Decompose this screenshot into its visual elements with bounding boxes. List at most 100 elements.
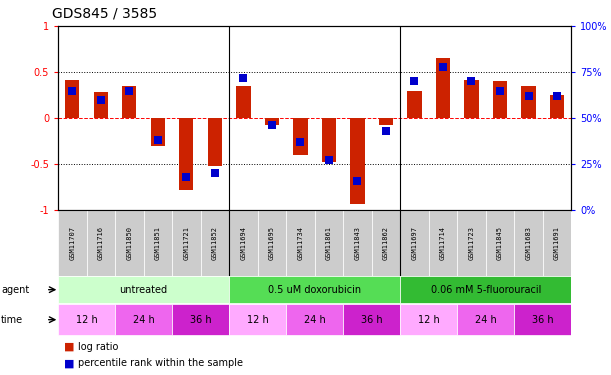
Point bbox=[524, 93, 533, 99]
Bar bbox=[172, 210, 200, 276]
Point bbox=[153, 137, 163, 143]
Text: ■: ■ bbox=[64, 358, 75, 368]
Text: 12 h: 12 h bbox=[418, 315, 439, 325]
Text: 0.5 uM doxorubicin: 0.5 uM doxorubicin bbox=[268, 285, 361, 295]
Bar bbox=[493, 81, 507, 118]
Text: GSM11850: GSM11850 bbox=[126, 226, 133, 260]
Bar bbox=[265, 118, 279, 124]
Bar bbox=[258, 210, 286, 276]
Text: GSM11851: GSM11851 bbox=[155, 226, 161, 260]
Bar bbox=[371, 210, 400, 276]
Bar bbox=[457, 210, 486, 276]
Bar bbox=[400, 276, 571, 303]
Bar bbox=[286, 304, 343, 335]
Bar bbox=[151, 118, 165, 146]
Point bbox=[467, 78, 477, 84]
Text: GSM11852: GSM11852 bbox=[212, 226, 218, 260]
Bar bbox=[514, 304, 571, 335]
Text: GSM11843: GSM11843 bbox=[354, 226, 360, 260]
Bar bbox=[115, 210, 144, 276]
Point bbox=[267, 123, 277, 129]
Bar bbox=[58, 304, 115, 335]
Text: GSM11691: GSM11691 bbox=[554, 226, 560, 260]
Text: GSM11695: GSM11695 bbox=[269, 226, 275, 260]
Bar bbox=[436, 58, 450, 118]
Bar bbox=[144, 210, 172, 276]
Bar bbox=[343, 304, 400, 335]
Bar bbox=[286, 210, 315, 276]
Text: GSM11861: GSM11861 bbox=[326, 226, 332, 260]
Bar bbox=[293, 118, 307, 155]
Bar bbox=[486, 210, 514, 276]
Point bbox=[495, 88, 505, 94]
Bar bbox=[172, 304, 229, 335]
Bar bbox=[65, 80, 79, 118]
Bar bbox=[87, 210, 115, 276]
Text: GSM11683: GSM11683 bbox=[525, 226, 532, 260]
Bar bbox=[315, 210, 343, 276]
Text: log ratio: log ratio bbox=[78, 342, 118, 352]
Bar bbox=[93, 92, 108, 118]
Text: GSM11697: GSM11697 bbox=[411, 226, 417, 260]
Bar bbox=[543, 210, 571, 276]
Bar bbox=[550, 95, 564, 118]
Point bbox=[181, 174, 191, 180]
Point bbox=[409, 78, 419, 84]
Text: 24 h: 24 h bbox=[475, 315, 497, 325]
Text: ■: ■ bbox=[64, 342, 75, 352]
Bar bbox=[208, 118, 222, 166]
Bar bbox=[115, 304, 172, 335]
Bar bbox=[236, 86, 251, 118]
Text: 24 h: 24 h bbox=[133, 315, 155, 325]
Bar bbox=[521, 86, 536, 118]
Bar bbox=[400, 304, 457, 335]
Text: 0.06 mM 5-fluorouracil: 0.06 mM 5-fluorouracil bbox=[431, 285, 541, 295]
Text: time: time bbox=[1, 315, 23, 325]
Bar bbox=[514, 210, 543, 276]
Bar bbox=[229, 276, 400, 303]
Bar bbox=[179, 118, 194, 190]
Bar bbox=[229, 210, 258, 276]
Bar bbox=[429, 210, 457, 276]
Point bbox=[438, 64, 448, 70]
Point bbox=[552, 93, 562, 99]
Text: 36 h: 36 h bbox=[532, 315, 554, 325]
Text: GSM11716: GSM11716 bbox=[98, 226, 104, 260]
Text: GSM11845: GSM11845 bbox=[497, 226, 503, 260]
Text: 12 h: 12 h bbox=[76, 315, 97, 325]
Text: 36 h: 36 h bbox=[361, 315, 382, 325]
Bar bbox=[200, 210, 229, 276]
Text: untreated: untreated bbox=[120, 285, 167, 295]
Point bbox=[210, 170, 220, 176]
Point bbox=[353, 178, 362, 184]
Bar bbox=[350, 118, 365, 204]
Text: GSM11734: GSM11734 bbox=[298, 226, 304, 260]
Text: GSM11723: GSM11723 bbox=[469, 226, 475, 260]
Bar bbox=[457, 304, 514, 335]
Point bbox=[324, 158, 334, 164]
Bar bbox=[58, 210, 87, 276]
Bar bbox=[229, 304, 286, 335]
Bar bbox=[464, 80, 478, 118]
Point bbox=[381, 128, 391, 134]
Bar bbox=[400, 210, 429, 276]
Text: GSM11862: GSM11862 bbox=[383, 226, 389, 260]
Text: GDS845 / 3585: GDS845 / 3585 bbox=[52, 7, 157, 21]
Text: 12 h: 12 h bbox=[247, 315, 268, 325]
Text: agent: agent bbox=[1, 285, 29, 295]
Text: 24 h: 24 h bbox=[304, 315, 326, 325]
Text: 36 h: 36 h bbox=[190, 315, 211, 325]
Text: GSM11694: GSM11694 bbox=[240, 226, 246, 260]
Point bbox=[125, 88, 134, 94]
Bar bbox=[322, 118, 336, 162]
Point bbox=[67, 88, 77, 94]
Bar bbox=[408, 91, 422, 118]
Text: GSM11714: GSM11714 bbox=[440, 226, 446, 260]
Bar bbox=[343, 210, 371, 276]
Text: percentile rank within the sample: percentile rank within the sample bbox=[78, 358, 243, 368]
Bar bbox=[379, 118, 393, 124]
Point bbox=[238, 75, 248, 81]
Text: GSM11721: GSM11721 bbox=[183, 226, 189, 260]
Bar bbox=[122, 86, 136, 118]
Bar bbox=[58, 276, 229, 303]
